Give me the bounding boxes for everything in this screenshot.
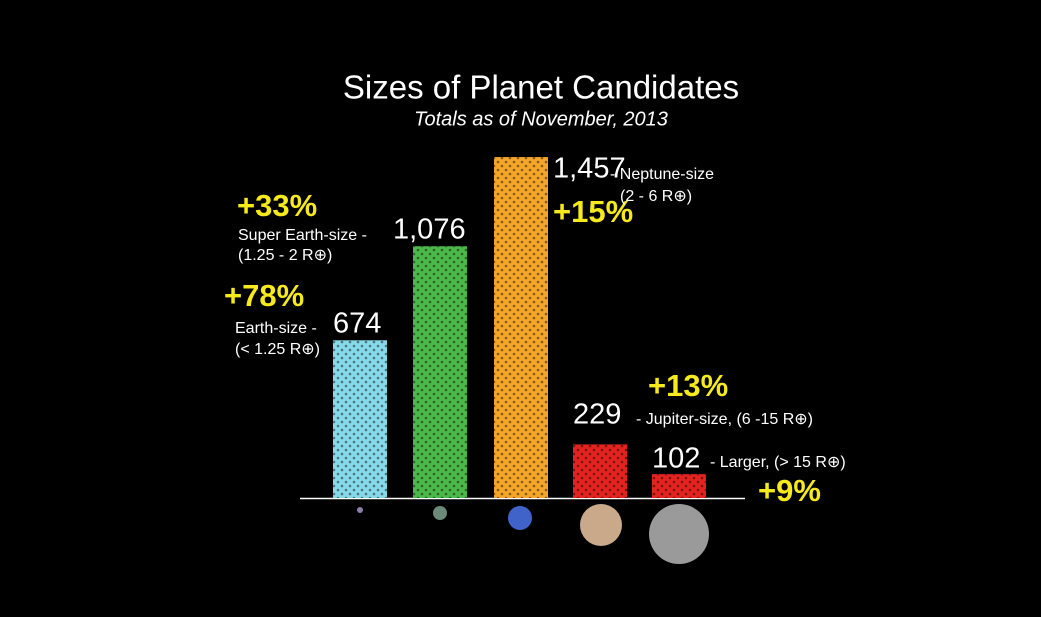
planet-icons: [357, 504, 709, 564]
growth-label: +13%: [648, 368, 728, 403]
value-label: 102: [652, 443, 700, 475]
growth-label: +78%: [224, 278, 304, 313]
category-label: Earth-size -: [235, 320, 317, 337]
chart-subtitle: Totals as of November, 2013: [414, 108, 668, 130]
bar-texture: [413, 246, 467, 498]
value-label: 1,076: [393, 214, 466, 246]
bar-texture: [333, 340, 387, 498]
category-label: - Larger, (> 15 R⊕): [710, 454, 846, 471]
growth-label: +15%: [553, 194, 633, 229]
size-range-label: (1.25 - 2 R⊕): [238, 247, 332, 264]
value-label: 229: [573, 399, 621, 431]
bar-texture: [494, 157, 548, 498]
category-label: - Neptune-size: [610, 166, 714, 183]
growth-label: +33%: [237, 188, 317, 223]
bar-texture: [652, 474, 706, 498]
bar-texture: [573, 444, 627, 498]
value-label: 1,457: [553, 153, 626, 185]
category-label: Super Earth-size -: [238, 227, 367, 244]
chart-title: Sizes of Planet Candidates: [343, 69, 739, 106]
size-range-label: (< 1.25 R⊕): [235, 341, 320, 358]
value-label: 674: [333, 308, 381, 340]
category-label: - Jupiter-size, (6 -15 R⊕): [636, 411, 813, 428]
growth-label: +9%: [758, 473, 821, 508]
size-range-label: (2 - 6 R⊕): [620, 188, 692, 205]
